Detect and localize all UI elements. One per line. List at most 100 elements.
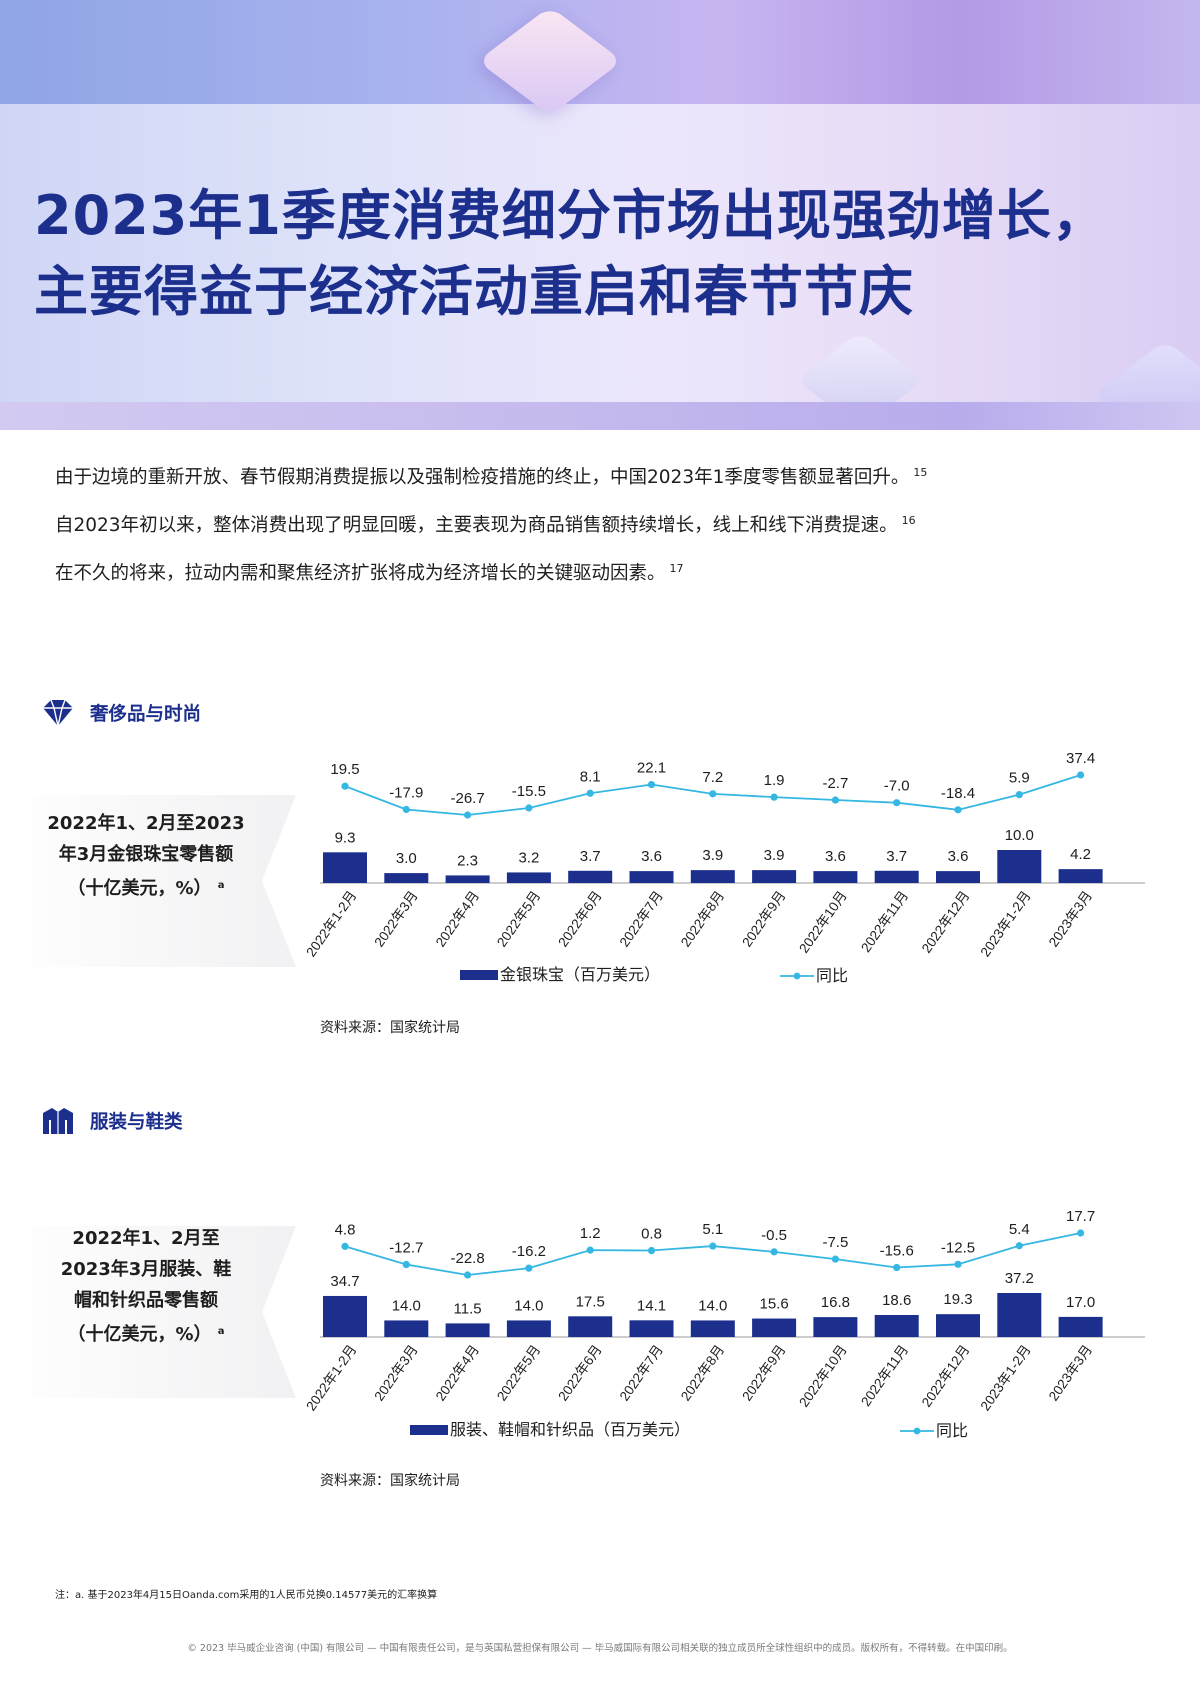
x-tick-label: 2022年12月 — [919, 888, 973, 956]
yoy-point — [586, 789, 594, 797]
side-label-line: 2023年3月服装、鞋 — [60, 1259, 232, 1280]
bar — [1058, 869, 1103, 883]
bar — [874, 1315, 919, 1337]
bar-value-label: 14.0 — [514, 1297, 543, 1314]
bar-value-label: 17.5 — [576, 1293, 605, 1310]
intro-text: 自2023年初以来，整体消费出现了明显回暖，主要表现为商品销售额持续增长，线上和… — [55, 515, 898, 536]
legend-line-marker — [793, 972, 801, 980]
yoy-point — [402, 1260, 410, 1269]
side-label-line: 2022年1、2月至 — [72, 1228, 220, 1249]
x-tick-label: 2022年11月 — [858, 888, 911, 955]
yoy-value-label: 37.4 — [1066, 750, 1095, 767]
x-tick-label: 2022年3月 — [371, 1342, 420, 1403]
x-tick-label: 2022年6月 — [555, 1342, 604, 1403]
section-heading-apparel: 服装与鞋类 — [40, 1106, 183, 1136]
legend-bar-swatch — [410, 1425, 448, 1435]
bar — [936, 871, 980, 883]
x-tick-label: 2022年12月 — [919, 1342, 973, 1410]
x-tick-label: 2022年1-2月 — [303, 888, 359, 959]
yoy-point — [831, 1255, 840, 1263]
bar-value-label: 17.0 — [1066, 1294, 1095, 1311]
section-heading-label: 奢侈品与时尚 — [90, 704, 202, 725]
yoy-point — [709, 1242, 717, 1250]
yoy-value-label: 7.2 — [702, 769, 723, 786]
yoy-value-label: 1.9 — [764, 772, 785, 789]
bar-value-label: 18.6 — [882, 1292, 911, 1309]
side-label-line: 帽和针织品零售额 — [74, 1290, 218, 1311]
bar — [445, 1323, 490, 1337]
yoy-value-label: 0.8 — [641, 1226, 662, 1243]
banner-band — [0, 402, 1200, 430]
bar-value-label: 4.2 — [1070, 846, 1091, 863]
yoy-point — [954, 806, 962, 814]
yoy-point — [647, 1246, 656, 1255]
x-tick-label: 2022年7月 — [617, 888, 666, 949]
x-tick-label: 2022年4月 — [433, 1342, 482, 1403]
yoy-value-label: -12.7 — [389, 1240, 423, 1257]
yoy-value-label: 22.1 — [637, 760, 666, 777]
bar — [568, 870, 613, 883]
side-label-box — [0, 1226, 296, 1398]
yoy-value-label: -7.5 — [822, 1234, 848, 1251]
bar — [323, 852, 367, 883]
side-label-text: （十亿美元，%） — [67, 1324, 212, 1345]
bar — [384, 1320, 429, 1337]
jewelry-retail-chart: 9.3 2022年1-2月 3.0 2022年3月 2.3 2022年4月 3.2 2022年… — [303, 750, 1145, 985]
yoy-value-label: 4.8 — [335, 1221, 356, 1238]
bar-value-label: 3.2 — [518, 849, 539, 866]
yoy-point — [954, 1260, 962, 1268]
yoy-point — [770, 793, 778, 801]
bar — [997, 1293, 1042, 1337]
side-label-line: （十亿美元，%） a — [46, 870, 246, 904]
page-title-line-2: 主要得益于经济活动重启和春节节庆 — [34, 260, 914, 323]
yoy-point — [341, 1242, 349, 1250]
x-tick-label: 2023年1-2月 — [978, 888, 1034, 959]
bar-value-label: 14.0 — [392, 1297, 421, 1314]
chart-2-source: 资料来源：国家统计局 — [320, 1473, 460, 1489]
side-label-line: （十亿美元，%） a — [46, 1316, 246, 1350]
bar-value-label: 34.7 — [330, 1273, 359, 1290]
bar — [997, 850, 1042, 883]
x-tick-label: 2023年1-2月 — [978, 1342, 1034, 1413]
yoy-point — [893, 799, 901, 807]
page-title-line-1: 2023年1季度消费细分市场出现强劲增长， — [34, 184, 1107, 247]
side-label-sup: a — [217, 1326, 225, 1337]
bar-value-label: 16.8 — [821, 1294, 850, 1311]
bar — [813, 871, 858, 883]
header-banner — [0, 0, 1200, 430]
bar — [936, 1314, 980, 1337]
yoy-value-label: -22.8 — [450, 1250, 484, 1267]
intro-line-1: 由于边境的重新开放、春节假期消费提振以及强制检疫措施的终止，中国2023年1季度… — [55, 462, 1155, 489]
yoy-point — [402, 805, 410, 814]
jacket-icon — [43, 1108, 73, 1134]
bar — [323, 1295, 367, 1337]
bar — [752, 1318, 797, 1337]
bar — [690, 870, 735, 883]
legend-bar-label: 金银珠宝（百万美元） — [500, 966, 660, 984]
apparel-retail-chart: 34.7 2022年1-2月 14.0 2022年3月 11.5 2022年4月 14.0 2… — [303, 1208, 1145, 1440]
intro-ref: 15 — [913, 466, 928, 479]
side-label-line: 年3月金银珠宝零售额 — [58, 844, 234, 865]
x-tick-label: 2022年5月 — [494, 888, 543, 949]
yoy-point — [464, 1271, 472, 1279]
bar-value-label: 14.1 — [637, 1297, 666, 1314]
yoy-value-label: 8.1 — [580, 768, 601, 785]
yoy-point — [464, 811, 472, 819]
chevron-shape — [262, 795, 296, 967]
intro-line-3: 在不久的将来，拉动内需和聚焦经济扩张将成为经济增长的关键驱动因素。 17 — [55, 558, 1155, 585]
bar — [629, 1320, 674, 1337]
x-tick-label: 2023年3月 — [1046, 1342, 1095, 1403]
intro-ref: 17 — [669, 562, 684, 575]
x-tick-label: 2022年9月 — [739, 888, 788, 949]
bar-value-label: 9.3 — [335, 829, 356, 846]
yoy-value-label: -15.5 — [512, 783, 546, 800]
yoy-point — [1077, 1229, 1085, 1237]
chart-1-source: 资料来源：国家统计局 — [320, 1020, 460, 1036]
x-tick-label: 2022年5月 — [494, 1342, 543, 1403]
bar — [445, 875, 490, 883]
legend-line-marker — [913, 1427, 921, 1435]
yoy-value-label: 19.5 — [330, 761, 359, 778]
bar-value-label: 19.3 — [943, 1291, 972, 1308]
yoy-point — [1077, 771, 1085, 779]
x-tick-label: 2022年3月 — [371, 888, 420, 949]
